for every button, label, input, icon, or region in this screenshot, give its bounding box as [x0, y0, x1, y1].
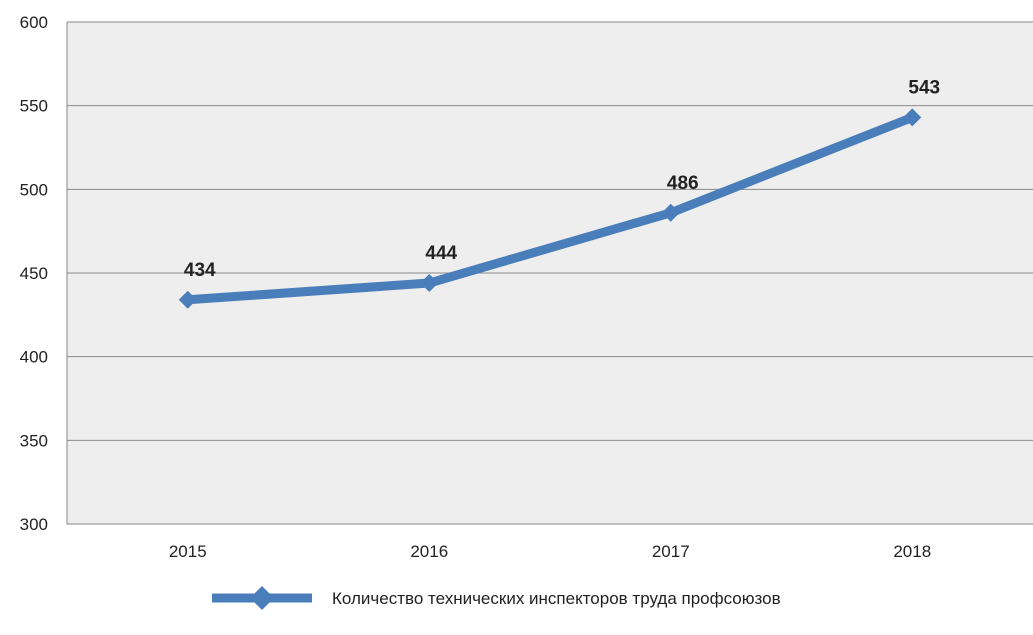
data-label: 434	[184, 260, 216, 281]
data-point-marker	[661, 203, 680, 222]
legend-diamond-marker	[250, 586, 274, 610]
x-tick-label: 2016	[410, 542, 448, 561]
data-labels: 434 444 486 543	[184, 77, 940, 280]
series-group	[178, 108, 922, 309]
data-point-marker	[178, 290, 197, 309]
data-label: 486	[667, 173, 699, 194]
x-tick-label: 2018	[893, 542, 931, 561]
y-tick-label: 450	[20, 264, 48, 283]
x-axis-ticks: 2015 2016 2017 2018	[169, 542, 931, 561]
y-tick-label: 400	[20, 348, 48, 367]
legend-label: Количество технических инспекторов труда…	[332, 589, 781, 608]
data-label: 444	[425, 243, 457, 264]
y-tick-label: 300	[20, 515, 48, 534]
data-point-marker	[420, 274, 439, 293]
y-tick-label: 600	[20, 13, 48, 32]
series-line	[183, 112, 917, 305]
y-tick-label: 350	[20, 431, 48, 450]
legend: Количество технических инспекторов труда…	[212, 586, 781, 610]
x-tick-label: 2015	[169, 542, 207, 561]
y-axis-ticks: 300 350 400 450 500 550 600	[20, 13, 48, 534]
gridlines	[67, 21, 1033, 441]
data-label: 543	[908, 77, 940, 98]
y-tick-label: 500	[20, 180, 48, 199]
x-tick-label: 2017	[652, 542, 690, 561]
data-point-marker	[903, 108, 922, 127]
y-tick-label: 550	[20, 97, 48, 116]
